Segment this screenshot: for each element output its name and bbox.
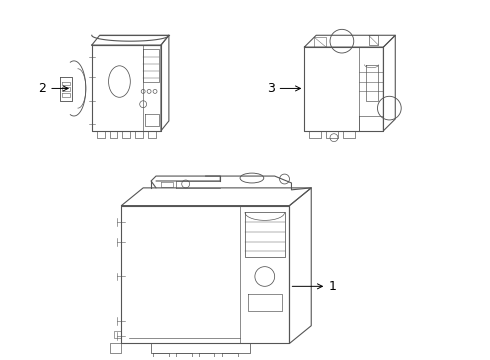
Text: 1: 1	[292, 280, 337, 293]
Text: 2: 2	[38, 82, 68, 95]
Text: 3: 3	[267, 82, 300, 95]
